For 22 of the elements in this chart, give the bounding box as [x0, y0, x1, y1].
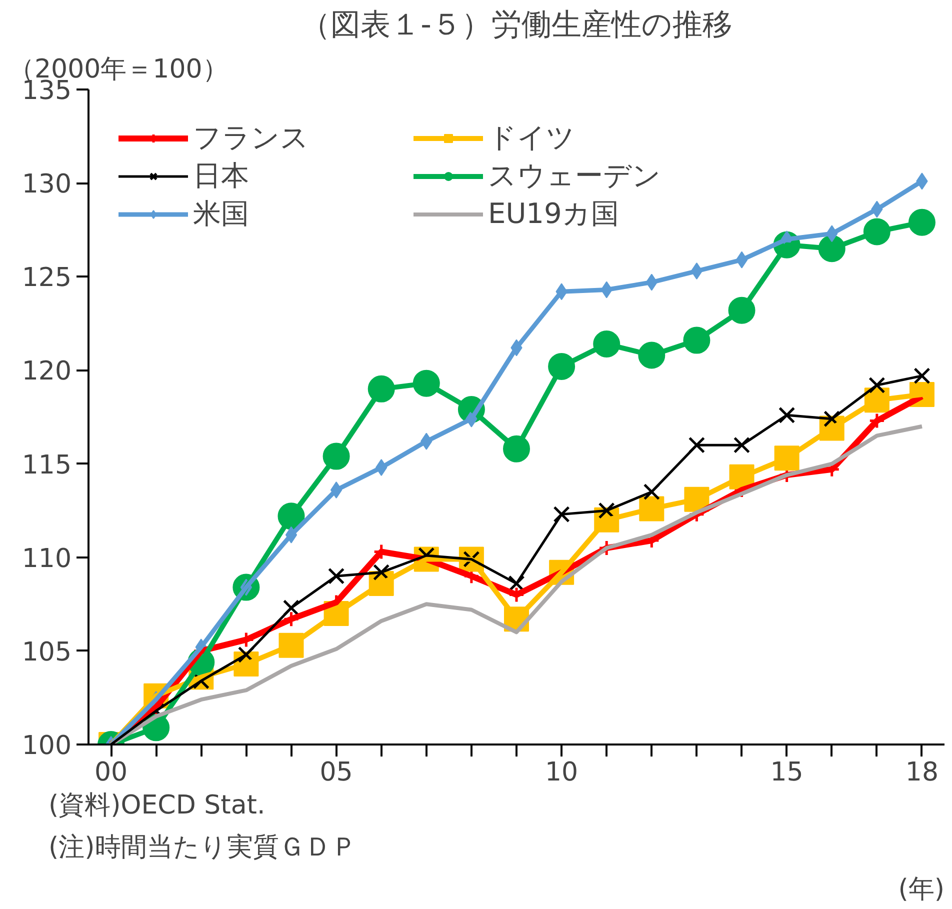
y-tick-label: 115	[22, 450, 72, 480]
y-tick-label: 130	[22, 170, 72, 200]
legend-label: 米国	[193, 196, 250, 232]
text: (注)時間当たり実質ＧＤＰ	[48, 832, 357, 862]
text: (資料)OECD Stat.	[48, 790, 266, 820]
legend-label: スウェーデン	[488, 158, 662, 194]
y-tick-label: 125	[22, 263, 72, 294]
x-tick-label: 00	[94, 758, 128, 788]
x-axis-title: (年)	[898, 874, 945, 904]
legend-label: EU19カ国	[488, 196, 620, 232]
y-tick-label: 105	[22, 637, 72, 668]
x-tick-label: 10	[545, 758, 578, 788]
y-tick-label: 110	[22, 544, 72, 574]
x-tick-label: 05	[320, 758, 353, 788]
x-tick-label: 15	[770, 758, 804, 788]
x-tick-label: 18	[905, 758, 939, 788]
chart-title: （図表１-５）労働生産性の推移	[300, 8, 732, 42]
y-tick-label: 120	[22, 356, 72, 387]
legend-label: ドイツ	[488, 120, 576, 156]
legend-label: フランス	[193, 120, 310, 156]
legend-label: 日本	[193, 158, 250, 194]
y-tick-label: 100	[22, 731, 72, 761]
